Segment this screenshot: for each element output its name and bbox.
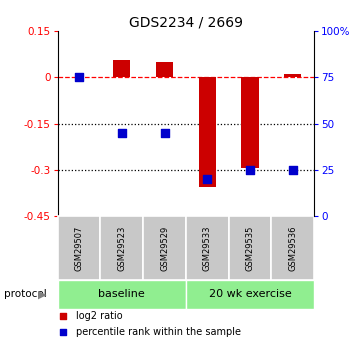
Text: ▶: ▶ xyxy=(38,289,47,299)
Bar xyxy=(58,280,186,309)
Point xyxy=(247,167,253,173)
Text: GSM29529: GSM29529 xyxy=(160,226,169,271)
Text: 20 wk exercise: 20 wk exercise xyxy=(209,289,291,299)
Bar xyxy=(100,216,143,280)
Text: log2 ratio: log2 ratio xyxy=(76,311,122,321)
Text: percentile rank within the sample: percentile rank within the sample xyxy=(76,327,241,337)
Bar xyxy=(242,77,258,168)
Text: GSM29535: GSM29535 xyxy=(245,225,255,271)
Point xyxy=(60,329,66,335)
Text: GSM29523: GSM29523 xyxy=(117,225,126,271)
Text: GSM29536: GSM29536 xyxy=(288,225,297,271)
Bar xyxy=(186,280,314,309)
Title: GDS2234 / 2669: GDS2234 / 2669 xyxy=(129,16,243,30)
Text: protocol: protocol xyxy=(4,289,46,299)
Point xyxy=(162,130,168,136)
Point xyxy=(204,177,210,182)
Bar xyxy=(143,216,186,280)
Bar xyxy=(229,216,271,280)
Bar xyxy=(284,74,301,77)
Bar xyxy=(199,77,216,187)
Bar xyxy=(186,216,229,280)
Point xyxy=(60,314,66,319)
Text: GSM29533: GSM29533 xyxy=(203,225,212,271)
Bar xyxy=(156,62,173,77)
Point xyxy=(76,75,82,80)
Point xyxy=(290,167,296,173)
Bar xyxy=(271,216,314,280)
Bar xyxy=(58,216,100,280)
Text: baseline: baseline xyxy=(99,289,145,299)
Bar xyxy=(113,60,130,77)
Text: GSM29507: GSM29507 xyxy=(75,225,84,271)
Point xyxy=(119,130,125,136)
